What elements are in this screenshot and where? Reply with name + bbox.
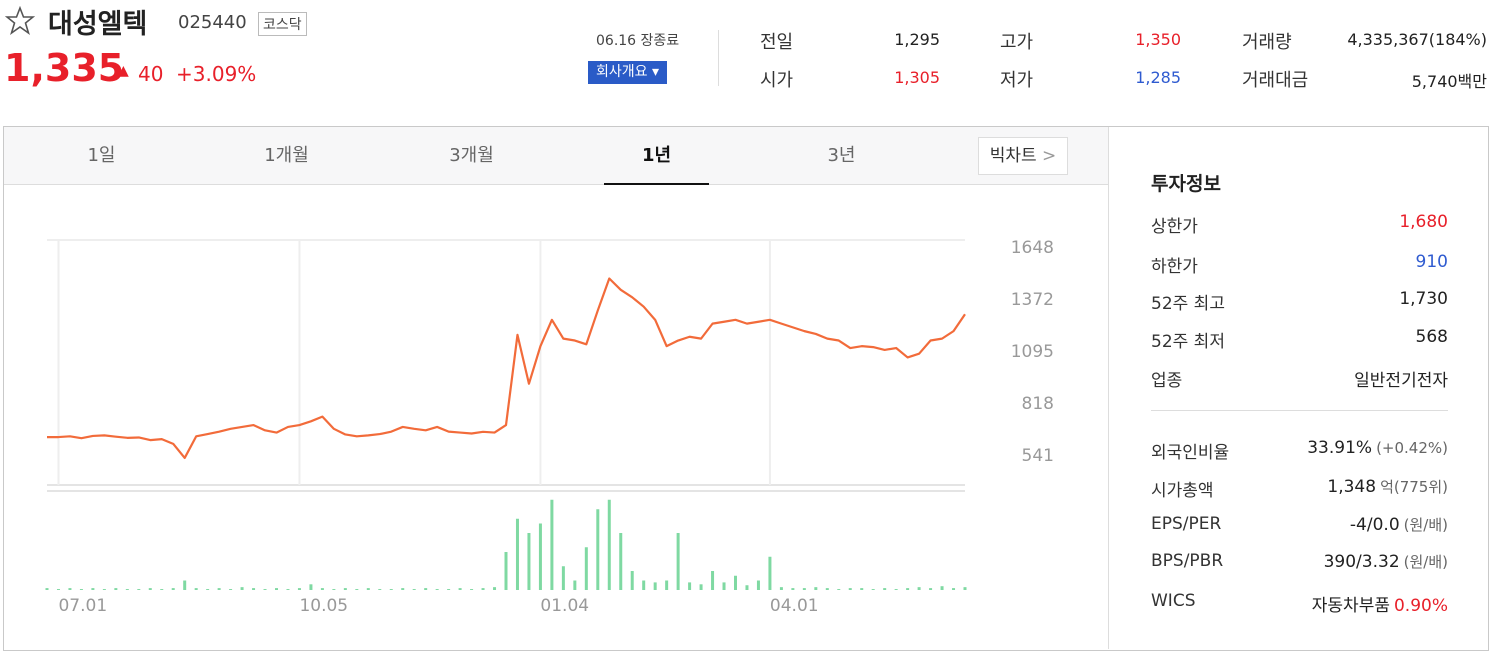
info-label: 상한가 (1151, 217, 1198, 237)
info-value: 910 (1416, 252, 1448, 272)
info-row: 업종 일반전기전자 (1151, 366, 1448, 391)
company-button-label: 회사개요 (596, 64, 648, 80)
info-label: EPS/PER (1151, 514, 1222, 534)
info-value: 33.91% (+0.42%) (1307, 438, 1448, 458)
invest-info: 투자정보 상한가 1,680 하한가 910 52주 최고 1,730 52주 최저 568 업… (1108, 127, 1489, 649)
favorite-star[interactable] (5, 6, 35, 36)
chart-frame (3, 126, 1489, 651)
info-label: BPS/PBR (1151, 551, 1224, 571)
info-note: 억(775위) (1380, 478, 1448, 496)
info-value: 568 (1416, 327, 1448, 347)
info-value-text: 33.91% (1307, 438, 1373, 458)
info-label: 하한가 (1151, 257, 1198, 277)
info-value-text: 390/3.32 (1323, 552, 1400, 572)
info-label: 외국인비율 (1151, 443, 1230, 463)
period-tab[interactable]: 3개월 (449, 145, 494, 166)
summary-label: 전일 (760, 32, 794, 53)
info-value-text: 1,730 (1399, 289, 1448, 309)
info-row: 하한가 910 (1151, 252, 1448, 277)
summary-value: 1,285 (1135, 68, 1181, 87)
price: 1,335 (4, 46, 125, 90)
period-tab[interactable]: 1일 (87, 145, 116, 166)
info-value-text: 자동차부품 (1311, 596, 1390, 616)
change-rate: +3.09% (176, 62, 257, 86)
info-note: (원/배) (1403, 516, 1448, 534)
info-note: 0.90% (1393, 596, 1448, 616)
info-value: 1,348 억(775위) (1327, 476, 1448, 497)
info-row: EPS/PER -4/0.0 (원/배) (1151, 514, 1448, 538)
info-value: 자동차부품 0.90% (1312, 591, 1448, 616)
divider (718, 30, 719, 86)
info-note: (+0.42%) (1376, 439, 1448, 457)
market-badge: 코스닥 (258, 12, 307, 36)
period-tabs: 1일 1개월 3개월 1년 3년 (4, 127, 1108, 185)
summary-value: 1,350 (1135, 30, 1181, 49)
info-row: WICS 자동차부품 0.90% (1151, 591, 1448, 616)
change: 40 (138, 62, 164, 86)
info-row: 외국인비율 33.91% (+0.42%) (1151, 438, 1448, 463)
info-label: 52주 최저 (1151, 332, 1225, 352)
info-value-text: -4/0.0 (1349, 515, 1400, 535)
bigchart-label: 빅차트 (989, 146, 1037, 166)
info-value-text: 일반전기전자 (1354, 371, 1448, 391)
info-value: 일반전기전자 (1354, 366, 1448, 391)
info-note: (원/배) (1403, 553, 1448, 571)
info-value: 1,730 (1399, 289, 1448, 309)
summary-label: 고가 (1000, 32, 1034, 53)
info-row: 상한가 1,680 (1151, 212, 1448, 237)
period-tab[interactable]: 1년 (604, 127, 709, 185)
summary-label: 시가 (760, 70, 794, 91)
info-row: 52주 최저 568 (1151, 327, 1448, 352)
info-title: 투자정보 (1151, 173, 1221, 195)
info-row: 52주 최고 1,730 (1151, 289, 1448, 314)
info-value: -4/0.0 (원/배) (1350, 514, 1448, 535)
stock-name: 대성엘텍 (48, 9, 148, 40)
up-arrow: ▲ (118, 63, 129, 79)
summary-value: 4,335,367(184%) (1347, 30, 1487, 49)
summary-value: 1,305 (894, 68, 940, 87)
summary-label: 거래대금 (1242, 70, 1309, 91)
info-value: 1,680 (1399, 212, 1448, 232)
info-label: 52주 최고 (1151, 294, 1225, 314)
summary-label: 저가 (1000, 70, 1034, 91)
bigchart-button[interactable]: 빅차트 > (978, 137, 1068, 175)
summary-value: 5,740백만 (1411, 72, 1487, 91)
info-label: 업종 (1151, 371, 1183, 391)
company-button[interactable]: 회사개요 ▾ (588, 61, 668, 84)
info-divider (1151, 410, 1448, 411)
info-label: WICS (1151, 591, 1196, 611)
info-row: 시가총액 1,348 억(775위) (1151, 476, 1448, 501)
stock-code: 025440 (178, 12, 247, 33)
info-value-text: 910 (1415, 252, 1448, 272)
info-value: 390/3.32 (원/배) (1324, 551, 1448, 572)
period-tab[interactable]: 3년 (827, 145, 856, 166)
info-label: 시가총액 (1151, 481, 1214, 501)
summary-value: 1,295 (894, 30, 940, 49)
summary-label: 거래량 (1242, 32, 1292, 53)
info-value-text: 568 (1415, 327, 1448, 347)
period-tab[interactable]: 1개월 (264, 145, 309, 166)
info-row: BPS/PBR 390/3.32 (원/배) (1151, 551, 1448, 575)
info-value-text: 1,680 (1399, 212, 1448, 232)
info-value-text: 1,348 (1327, 477, 1377, 497)
market-status: 06.16 장종료 (596, 33, 680, 49)
